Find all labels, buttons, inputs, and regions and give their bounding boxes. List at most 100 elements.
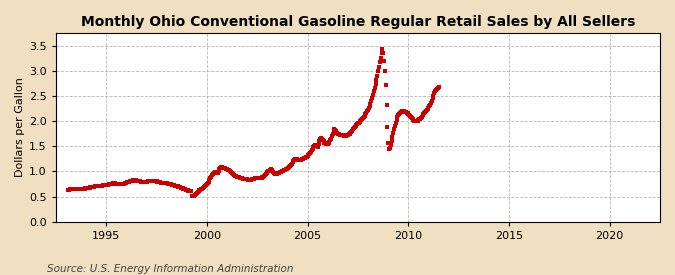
Point — [87, 185, 98, 189]
Point — [304, 152, 315, 156]
Point — [151, 179, 162, 184]
Point — [181, 187, 192, 192]
Point — [321, 142, 331, 146]
Point — [155, 180, 165, 185]
Point — [255, 176, 266, 180]
Point — [327, 131, 338, 136]
Point — [128, 178, 138, 183]
Point — [68, 187, 78, 191]
Point — [427, 96, 438, 100]
Point — [415, 116, 426, 120]
Point — [179, 187, 190, 191]
Point — [136, 180, 147, 184]
Point — [310, 143, 321, 147]
Point — [371, 78, 382, 82]
Point — [379, 59, 389, 63]
Point — [62, 188, 73, 192]
Point — [278, 169, 289, 173]
Point — [194, 188, 205, 192]
Point — [378, 51, 389, 56]
Point — [275, 170, 286, 175]
Point — [352, 121, 363, 125]
Point — [184, 189, 194, 193]
Point — [227, 171, 238, 175]
Point — [317, 137, 327, 141]
Point — [198, 185, 209, 189]
Point — [173, 185, 184, 189]
Point — [388, 131, 399, 135]
Point — [323, 141, 333, 146]
Point — [206, 174, 217, 179]
Point — [248, 177, 259, 181]
Point — [141, 180, 152, 184]
Point — [279, 168, 290, 172]
Point — [65, 187, 76, 191]
Point — [176, 186, 187, 190]
Point — [325, 138, 335, 143]
Point — [416, 114, 427, 119]
Point — [65, 187, 76, 192]
Point — [73, 187, 84, 191]
Point — [221, 167, 232, 171]
Point — [230, 173, 240, 178]
Point — [323, 141, 334, 145]
Point — [130, 178, 140, 183]
Point — [113, 182, 124, 187]
Point — [111, 182, 122, 186]
Point — [134, 179, 144, 183]
Point — [246, 177, 257, 182]
Point — [217, 165, 227, 170]
Point — [117, 182, 128, 186]
Point — [271, 171, 281, 176]
Point — [428, 94, 439, 98]
Point — [163, 182, 173, 186]
Point — [85, 185, 96, 189]
Point — [105, 182, 115, 186]
Point — [290, 157, 300, 161]
Point — [242, 177, 252, 182]
Point — [414, 117, 425, 122]
Point — [70, 186, 81, 191]
Point — [375, 55, 386, 60]
Point — [148, 178, 159, 183]
Point — [345, 131, 356, 135]
Point — [137, 180, 148, 184]
Point — [256, 175, 267, 180]
Point — [95, 184, 106, 188]
Point — [166, 182, 177, 187]
Point — [207, 172, 218, 176]
Point — [90, 184, 101, 188]
Point — [316, 136, 327, 140]
Point — [197, 186, 208, 190]
Point — [244, 177, 254, 182]
Point — [72, 187, 82, 191]
Point — [173, 185, 184, 189]
Point — [144, 179, 155, 183]
Point — [423, 106, 434, 110]
Point — [320, 141, 331, 146]
Point — [118, 182, 129, 186]
Point — [418, 112, 429, 116]
Point — [97, 183, 108, 188]
Point — [213, 171, 223, 176]
Point — [208, 171, 219, 175]
Point — [180, 187, 190, 191]
Point — [115, 182, 126, 186]
Point — [294, 158, 304, 162]
Point — [245, 178, 256, 182]
Point — [306, 148, 317, 153]
Point — [411, 119, 422, 123]
Point — [369, 85, 380, 90]
Point — [182, 188, 193, 192]
Point — [373, 65, 384, 69]
Point — [364, 104, 375, 108]
Point — [273, 171, 284, 175]
Point — [164, 182, 175, 186]
Point — [158, 181, 169, 185]
Point — [134, 179, 145, 184]
Point — [289, 158, 300, 162]
Point — [261, 172, 271, 176]
Point — [348, 127, 358, 131]
Point — [410, 119, 421, 123]
Point — [285, 164, 296, 169]
